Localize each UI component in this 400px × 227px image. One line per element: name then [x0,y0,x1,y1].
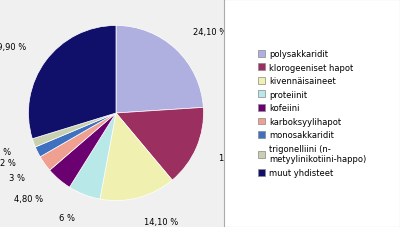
Wedge shape [50,114,116,187]
Legend: polysakkaridit, klorogeeniset hapot, kivennäisaineet, proteiinit, kofeiini, karb: polysakkaridit, klorogeeniset hapot, kiv… [254,47,370,180]
Wedge shape [116,108,204,180]
Text: 24,10 %: 24,10 % [193,28,227,37]
Text: 29,90 %: 29,90 % [0,43,26,52]
Wedge shape [28,26,116,139]
Text: 6 %: 6 % [59,213,75,222]
Wedge shape [32,114,116,147]
Text: 15 %: 15 % [219,153,240,162]
Wedge shape [100,114,172,201]
Wedge shape [70,114,116,199]
Text: 1,60 %: 1,60 % [0,147,11,156]
Wedge shape [116,26,203,114]
Text: 2 %: 2 % [0,159,16,168]
Wedge shape [40,114,116,170]
Text: 14,10 %: 14,10 % [144,217,179,226]
Text: 3 %: 3 % [9,174,25,183]
Wedge shape [35,114,116,157]
Text: 4,80 %: 4,80 % [14,194,43,203]
